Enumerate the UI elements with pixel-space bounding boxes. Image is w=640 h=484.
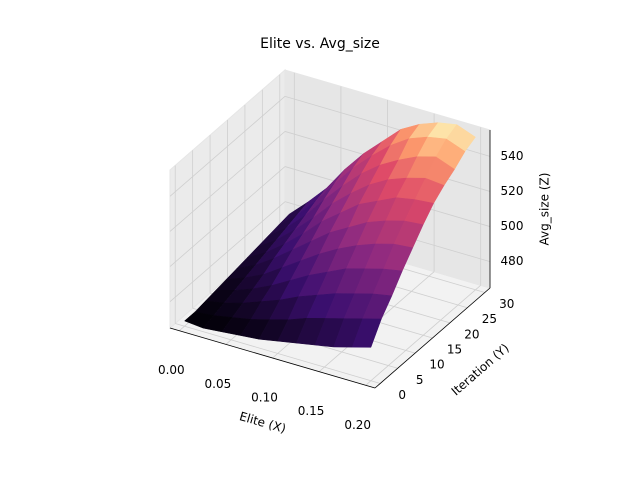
- y-tick-label: 5: [416, 373, 424, 387]
- surface-face: [351, 318, 382, 348]
- z-grid-line: [169, 131, 286, 232]
- y-tick-label: 0: [398, 388, 406, 402]
- z-grid-line: [169, 96, 286, 197]
- x-axis-label: Elite (X): [238, 409, 288, 436]
- z-grid-line: [169, 166, 286, 267]
- z-tick-label: 480: [501, 254, 524, 268]
- y-tick-label: 25: [482, 312, 497, 326]
- y-tick-label: 30: [499, 297, 514, 311]
- y-tick-label: 15: [447, 343, 462, 357]
- x-tick-label: 0.00: [158, 363, 185, 377]
- z-tick-label: 520: [501, 184, 524, 198]
- x-axis: [169, 327, 376, 389]
- z-tick-label: 500: [501, 219, 524, 233]
- x-tick-label: 0.15: [298, 404, 325, 418]
- y-tick-label: 10: [429, 358, 444, 372]
- z-axis-label: Avg_size (Z): [538, 173, 552, 246]
- z-grid-line: [169, 201, 286, 302]
- x-tick-label: 0.10: [251, 391, 278, 405]
- y-grid-line: [175, 323, 381, 384]
- y-axis: [374, 287, 491, 389]
- x-tick-label: 0.05: [205, 377, 232, 391]
- x-tick-label: 0.20: [344, 418, 371, 432]
- z-tick-label: 540: [501, 149, 524, 163]
- chart-title: Elite vs. Avg_size: [260, 36, 380, 52]
- y-tick-label: 20: [464, 327, 479, 341]
